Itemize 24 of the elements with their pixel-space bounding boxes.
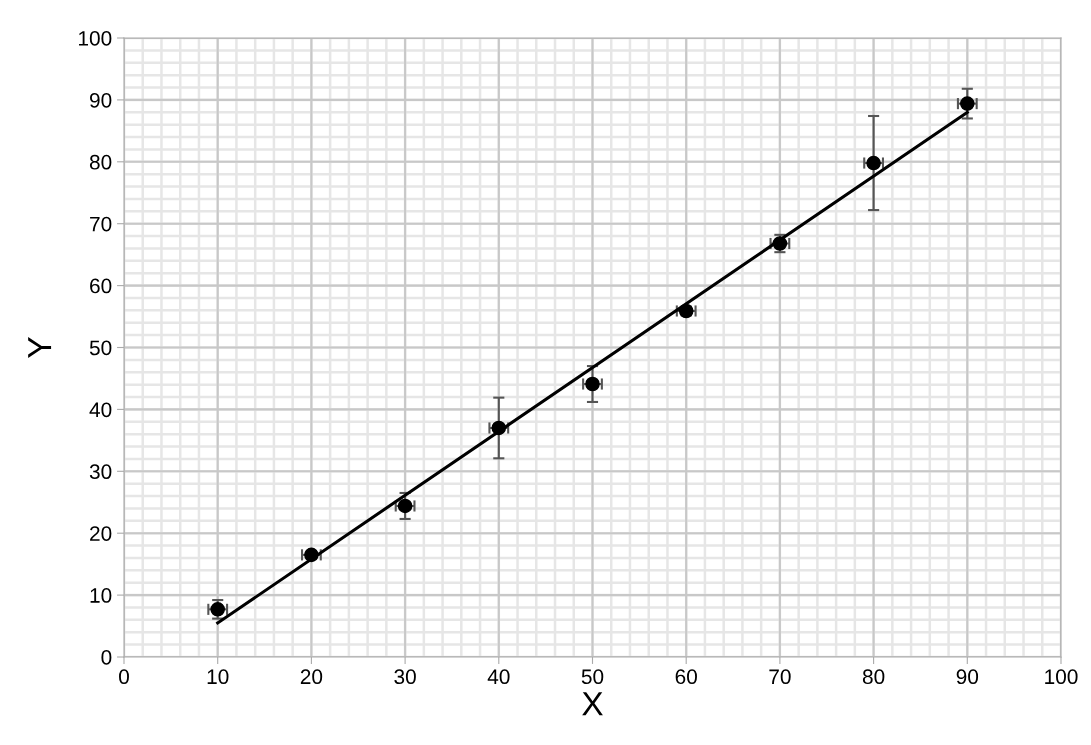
x-tick-label: 20 [300,669,323,685]
x-tick-label: 100 [1045,669,1078,685]
x-axis-title: X [582,692,603,716]
x-tick-label: 40 [487,669,510,685]
x-tick-label: 70 [769,669,791,685]
y-axis-title: Y [28,337,52,358]
x-tick-label: 0 [119,669,129,685]
y-tick-label: 50 [89,340,112,356]
y-tick-label: 70 [90,216,112,232]
x-tick-label: 90 [956,669,979,685]
y-tick-label: 30 [89,464,112,480]
y-tick-label: 10 [90,588,112,603]
x-tick-label: 50 [581,669,604,685]
y-tick-label: 40 [89,402,112,418]
y-tick-label: 20 [90,526,112,541]
x-tick-label: 30 [394,669,416,685]
x-tick-label: 60 [675,669,697,685]
y-tick-label: 90 [90,92,112,108]
y-tick-label: 60 [90,278,112,294]
y-tick-label: 80 [89,154,112,170]
x-tick-label: 10 [207,669,229,685]
x-tick-label: 80 [862,669,885,685]
y-tick-label: 0 [101,650,112,665]
y-tick-label: 100 [79,31,112,46]
